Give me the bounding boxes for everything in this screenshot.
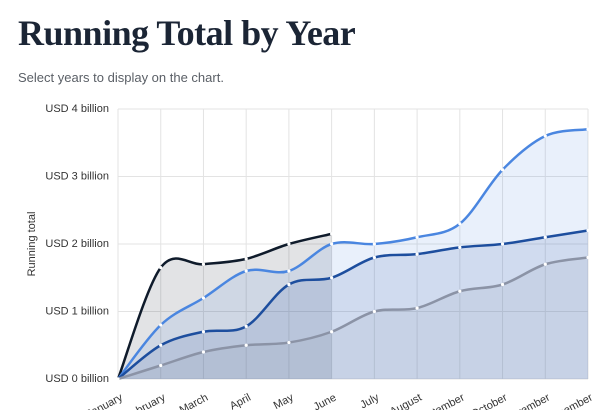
data-point — [244, 257, 248, 261]
y-tick-label: USD 4 billion — [45, 103, 109, 115]
data-point — [415, 306, 419, 310]
data-point — [244, 324, 248, 328]
data-point — [543, 235, 547, 239]
y-axis-label: Running total — [26, 212, 38, 277]
data-point — [500, 168, 505, 172]
area-fill — [118, 230, 588, 379]
x-tick-label: February — [123, 391, 168, 410]
data-point — [372, 255, 376, 260]
data-point — [586, 127, 590, 131]
data-point — [543, 262, 547, 266]
x-tick-label: December — [544, 391, 595, 410]
data-point — [159, 323, 163, 327]
series-line — [117, 229, 589, 380]
data-point — [159, 363, 163, 368]
subtitle: Select years to display on the chart. — [18, 70, 224, 85]
area-fill — [118, 129, 588, 379]
y-tick-label: USD 3 billion — [45, 170, 109, 182]
data-point — [543, 134, 547, 138]
data-point — [330, 276, 334, 280]
data-point — [458, 289, 462, 293]
x-tick-label: June — [312, 392, 339, 410]
data-point — [287, 269, 291, 273]
data-point — [500, 242, 505, 246]
data-point — [415, 235, 419, 239]
data-point — [201, 262, 206, 266]
data-point — [330, 242, 334, 246]
data-point — [287, 242, 291, 246]
data-point — [244, 269, 248, 273]
data-point — [287, 340, 291, 345]
series-line — [117, 128, 589, 380]
data-point — [244, 343, 248, 347]
data-point — [586, 255, 590, 260]
data-point — [330, 232, 334, 236]
data-point — [287, 282, 291, 287]
x-tick-label: March — [178, 392, 211, 410]
data-point — [159, 266, 163, 270]
series-line — [117, 256, 589, 381]
data-point — [372, 242, 376, 246]
x-tick-label: May — [272, 391, 296, 410]
data-point — [159, 343, 163, 347]
y-tick-label: USD 0 billion — [45, 373, 109, 385]
y-tick-label: USD 1 billion — [45, 305, 109, 317]
x-tick-label: April — [228, 392, 253, 410]
data-point — [415, 252, 419, 256]
data-point — [201, 330, 206, 334]
data-point — [458, 245, 462, 249]
data-point — [458, 222, 462, 226]
y-tick-label: USD 2 billion — [45, 238, 109, 250]
data-point — [372, 309, 376, 314]
x-tick-label: November — [502, 391, 553, 410]
x-tick-label: January — [85, 391, 126, 410]
area-fill — [118, 257, 588, 379]
x-tick-label: October — [469, 391, 509, 410]
data-point — [201, 350, 206, 354]
data-point — [201, 296, 206, 300]
data-point — [116, 377, 120, 381]
data-point — [330, 330, 334, 334]
data-point — [500, 282, 505, 287]
x-tick-label: August — [388, 392, 424, 410]
chart-title: Running Total by Year — [18, 13, 356, 53]
data-point — [586, 228, 590, 233]
x-tick-label: July — [358, 391, 381, 410]
